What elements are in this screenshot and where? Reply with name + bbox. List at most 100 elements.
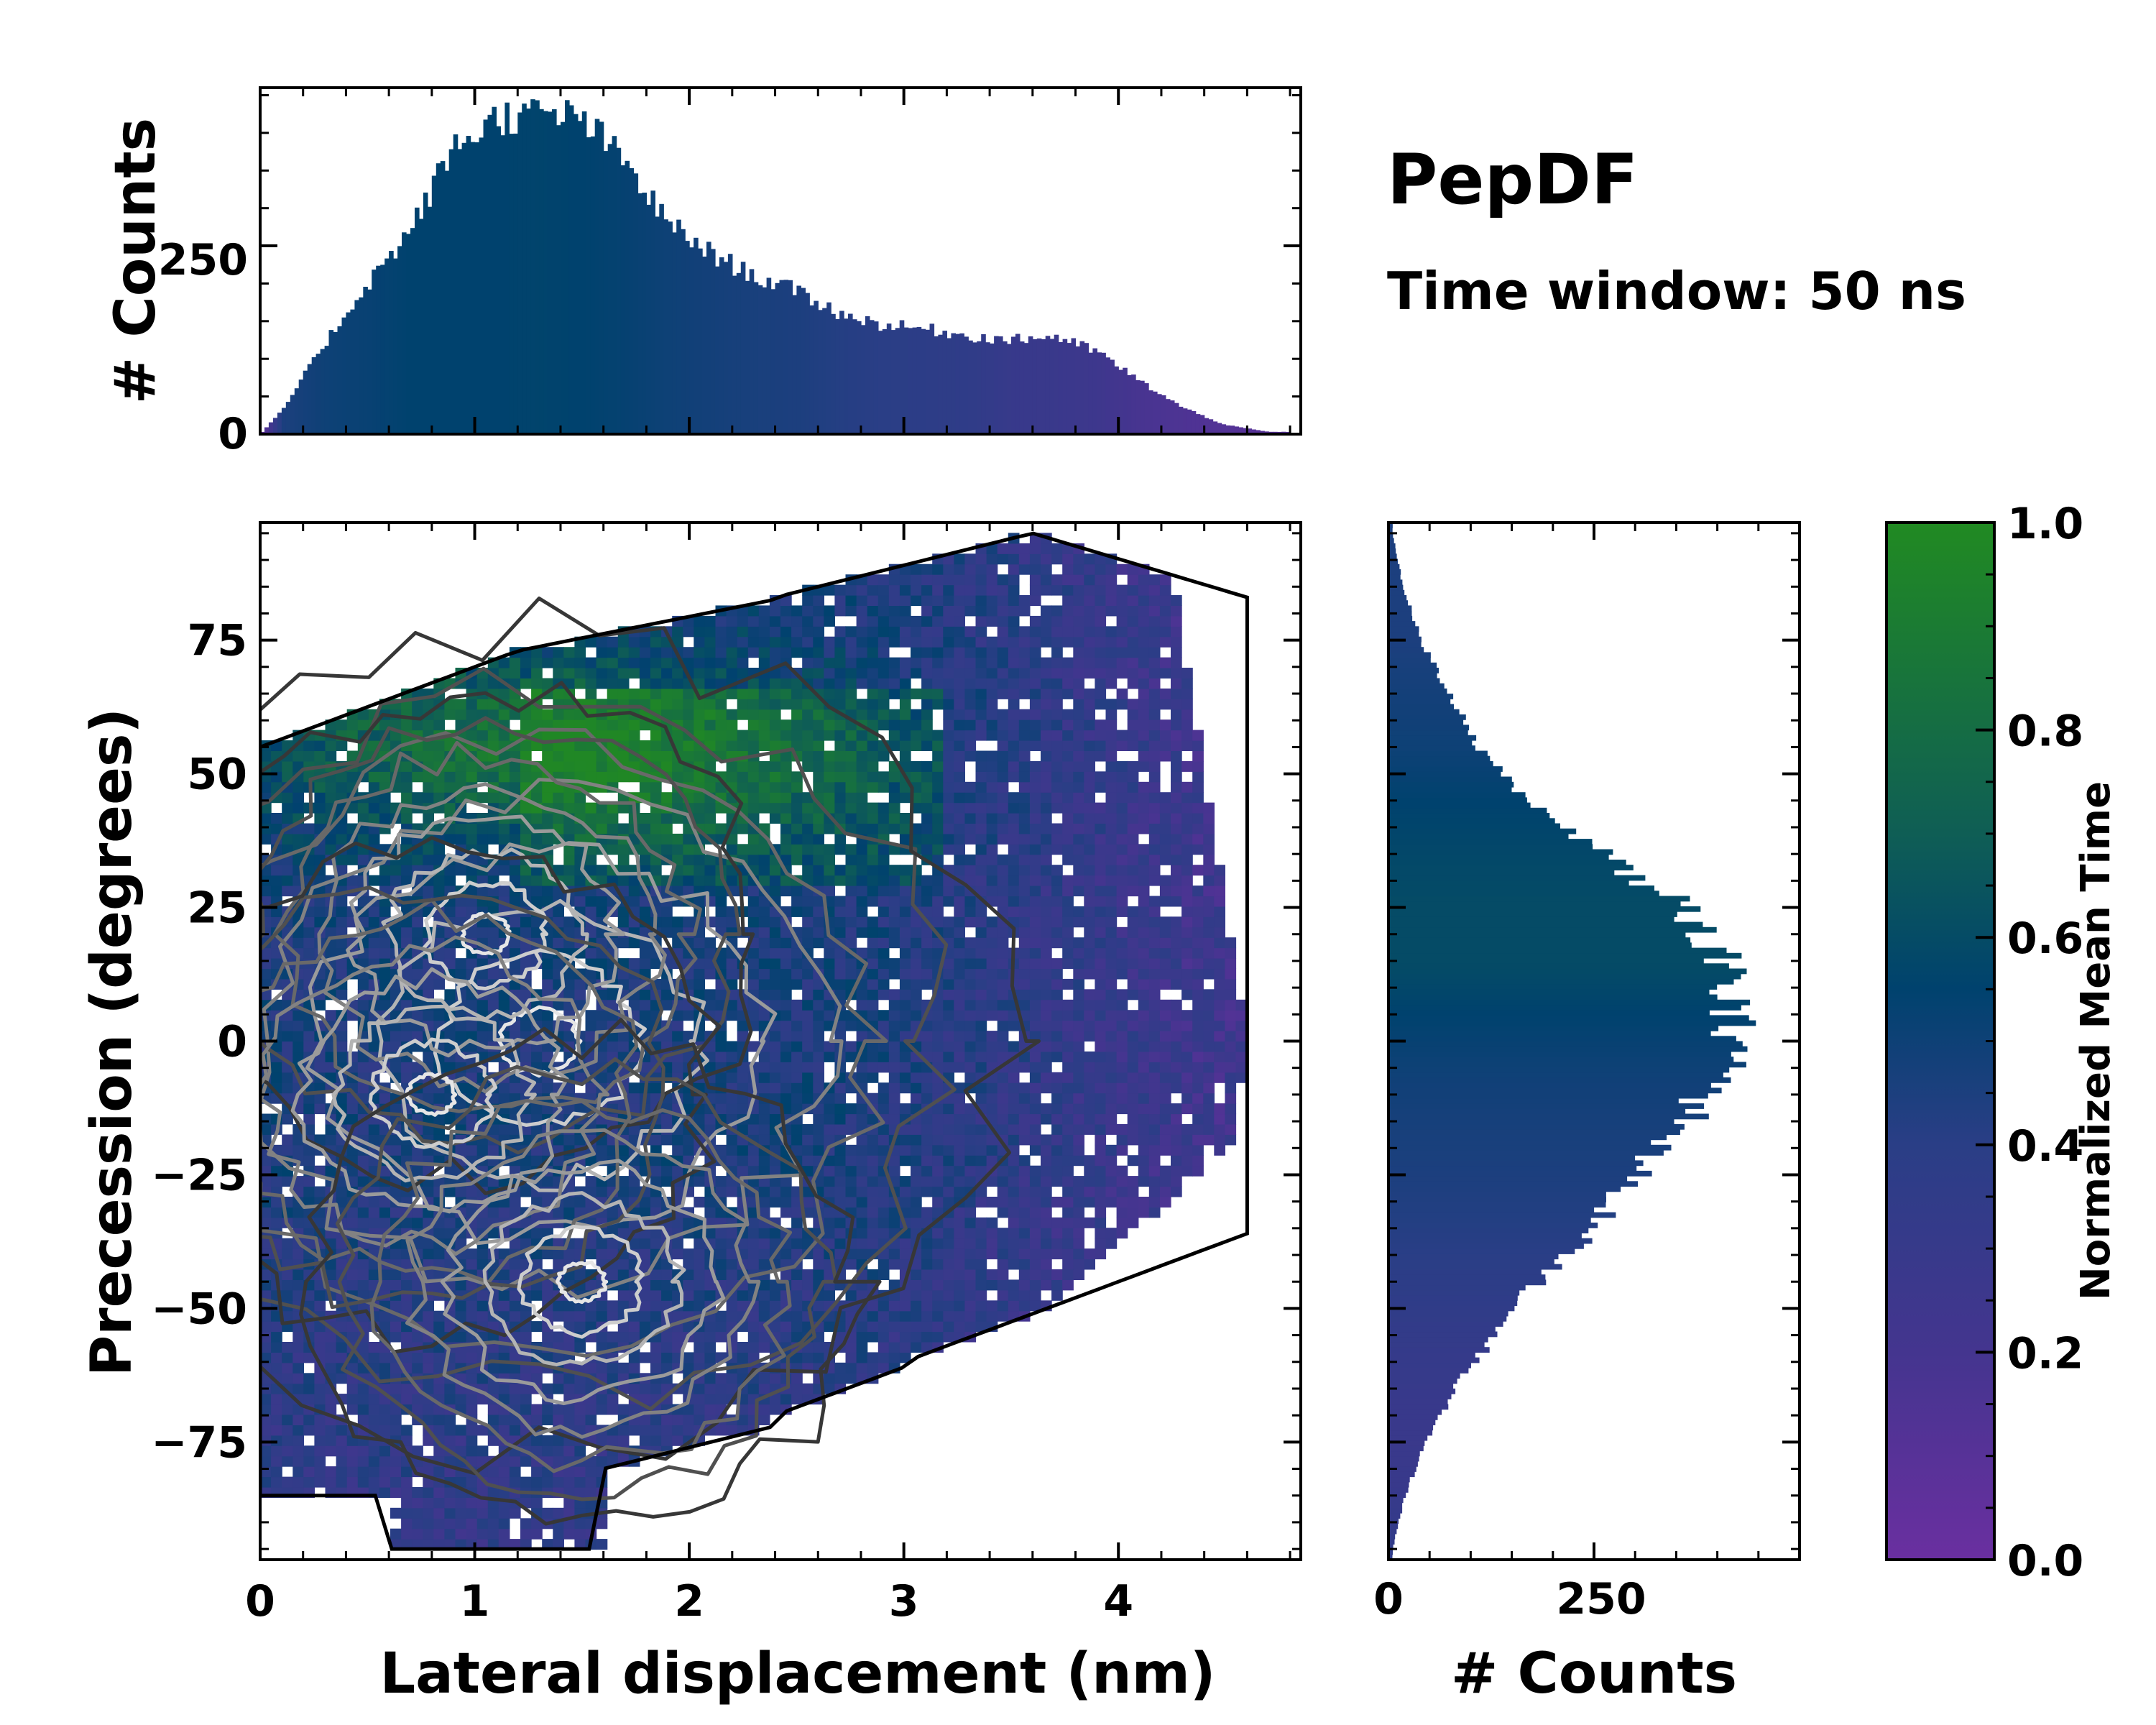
heatmap-cell (834, 668, 847, 678)
heatmap-cell (747, 1248, 760, 1260)
heatmap-cell (899, 978, 911, 990)
heatmap-cell (292, 1342, 304, 1353)
heatmap-cell (672, 709, 683, 720)
heatmap-cell (856, 1144, 868, 1156)
heatmap-cell (704, 968, 717, 980)
heatmap-cell (932, 1321, 944, 1333)
heatmap-cell (683, 1300, 694, 1312)
heatmap-cell (834, 730, 847, 741)
heatmap-cell (791, 1031, 803, 1042)
heatmap-cell (899, 709, 911, 720)
heatmap-cell (433, 1092, 445, 1104)
heatmap-cell (423, 813, 434, 824)
heatmap-cell (856, 647, 868, 658)
heatmap-cell (563, 750, 575, 762)
heatmap-cell (325, 740, 337, 751)
heatmap-cell (282, 1041, 293, 1052)
heatmap-cell (845, 1352, 857, 1363)
heatmap-cell (715, 730, 727, 741)
heatmap-cell (911, 1279, 922, 1291)
heatmap-cell (650, 813, 662, 824)
heatmap-cell (845, 668, 857, 678)
heatmap-cell (357, 1279, 369, 1291)
heatmap-cell (661, 906, 673, 917)
heatmap-cell (877, 1342, 890, 1353)
heatmap-cell (921, 823, 933, 834)
heatmap-cell (412, 1279, 423, 1291)
heatmap-cell (813, 1123, 824, 1135)
heatmap-cell (271, 1342, 282, 1353)
heatmap-cell (401, 792, 413, 804)
top-histogram-bar (938, 334, 943, 434)
heatmap-cell (509, 760, 521, 772)
top-histogram-bar (890, 330, 896, 434)
heatmap-cell (715, 615, 727, 627)
heatmap-cell (433, 781, 445, 793)
heatmap-cell (888, 1041, 900, 1052)
heatmap-cell (553, 730, 564, 741)
heatmap-cell (314, 1134, 326, 1146)
heatmap-cell (574, 657, 586, 668)
heatmap-cell (617, 750, 630, 762)
top-histogram-bar (290, 395, 295, 434)
heatmap-cell (921, 1310, 933, 1322)
heatmap-cell (401, 1487, 413, 1498)
heatmap-cell (899, 1051, 911, 1062)
heatmap-cell (694, 657, 705, 668)
heatmap-cell (824, 1289, 835, 1301)
heatmap-cell (433, 1310, 445, 1322)
heatmap-cell (444, 1487, 456, 1498)
heatmap-cell (715, 1321, 727, 1333)
heatmap-cell (726, 958, 738, 970)
heatmap-cell (867, 1134, 879, 1146)
heatmap-cell (802, 740, 814, 751)
heatmap-cell (314, 1383, 326, 1394)
heatmap-cell (877, 968, 890, 980)
heatmap-cell (336, 833, 348, 845)
heatmap-cell (824, 1165, 835, 1177)
heatmap-cell (423, 989, 434, 1000)
heatmap-cell (921, 1300, 933, 1312)
heatmap-cell (357, 1404, 369, 1415)
heatmap-cell (856, 1352, 868, 1363)
heatmap-cell (585, 688, 597, 699)
heatmap-cell (466, 1404, 478, 1415)
heatmap-cell (758, 978, 770, 990)
heatmap-cell (758, 1062, 770, 1073)
heatmap-cell (758, 1155, 770, 1167)
heatmap-cell (791, 833, 803, 845)
heatmap-cell (747, 709, 760, 720)
heatmap-cell (780, 1248, 792, 1260)
top-histogram-bar (908, 328, 913, 434)
heatmap-cell (412, 926, 423, 938)
heatmap-cell (444, 771, 456, 783)
heatmap-cell (780, 647, 792, 658)
heatmap-cell (325, 1134, 337, 1146)
heatmap-cell (834, 740, 847, 751)
heatmap-cell (553, 1373, 564, 1384)
heatmap-cell (574, 1207, 586, 1218)
heatmap-cell (466, 1186, 478, 1197)
heatmap-cell (639, 854, 651, 865)
heatmap-cell (758, 1186, 770, 1197)
heatmap-cell (325, 1394, 337, 1405)
heatmap-cell (390, 1383, 402, 1394)
heatmap-cell (867, 989, 879, 1000)
top-histogram-bar (1256, 430, 1261, 434)
heatmap-cell (877, 875, 890, 886)
heatmap-cell (390, 1425, 402, 1436)
heatmap-cell (921, 760, 933, 772)
heatmap-cell (769, 760, 781, 772)
top-histogram-bar (955, 334, 960, 434)
heatmap-cell (520, 771, 532, 783)
top-histogram-bar (277, 413, 282, 434)
heatmap-cell (607, 668, 619, 678)
heatmap-cell (357, 896, 369, 907)
heatmap-cell (780, 1082, 792, 1094)
heatmap-cell (542, 978, 553, 990)
heatmap-cell (888, 1072, 900, 1083)
heatmap-cell (715, 668, 727, 678)
heatmap-cell (845, 1103, 857, 1115)
heatmap-cell (834, 657, 847, 668)
heatmap-cell (455, 760, 467, 772)
